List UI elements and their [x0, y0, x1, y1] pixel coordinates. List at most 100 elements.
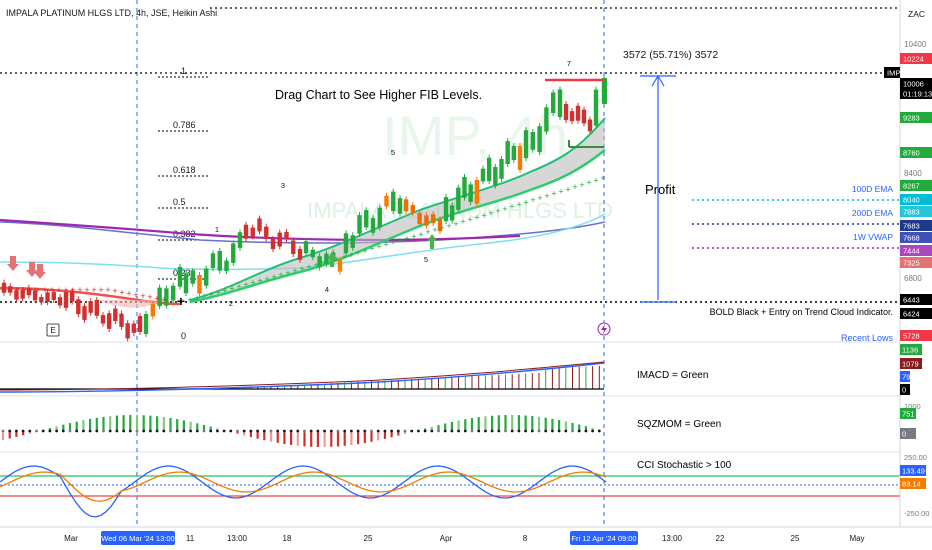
symbol-header[interactable]: IMPALA PLATINUM HLGS LTD, 4h, JSE, Heiki…	[6, 8, 217, 18]
imacd-badge[interactable]	[900, 371, 910, 382]
price-badge[interactable]	[900, 147, 932, 158]
candle-body[interactable]	[270, 238, 276, 250]
candle-body[interactable]	[343, 233, 349, 254]
earnings-marker[interactable]: E	[46, 323, 60, 337]
candle-body[interactable]	[468, 184, 473, 203]
candle-body[interactable]	[350, 235, 355, 248]
time-highlight-left[interactable]	[101, 531, 175, 545]
candle-body[interactable]	[204, 268, 209, 286]
candle-body[interactable]	[131, 323, 137, 333]
candle-body[interactable]	[14, 290, 19, 300]
price-badge[interactable]	[900, 112, 932, 123]
price-badge[interactable]	[900, 78, 932, 89]
candle-body[interactable]	[100, 315, 106, 324]
candle-body[interactable]	[51, 292, 56, 300]
candle-body[interactable]	[384, 195, 389, 207]
candle-body[interactable]	[257, 218, 262, 232]
candle-body[interactable]	[403, 199, 409, 212]
cci-badge[interactable]	[900, 465, 926, 476]
candle-body[interactable]	[291, 240, 296, 255]
candle-body[interactable]	[462, 176, 467, 198]
candle-body[interactable]	[587, 119, 593, 132]
candle-body[interactable]	[324, 253, 329, 264]
candle-body[interactable]	[177, 266, 183, 287]
candle-body[interactable]	[57, 297, 63, 306]
sqzmom-pane[interactable]	[1, 415, 601, 447]
candle-body[interactable]	[137, 316, 143, 332]
candle-body[interactable]	[486, 157, 492, 182]
candle-body[interactable]	[493, 167, 498, 186]
price-badge[interactable]	[884, 67, 900, 78]
candle-body[interactable]	[431, 214, 436, 224]
candle-body[interactable]	[143, 313, 149, 334]
lightning-icon[interactable]	[597, 322, 611, 336]
candle-body[interactable]	[310, 249, 315, 258]
candle-body[interactable]	[106, 313, 112, 329]
candle-body[interactable]	[397, 198, 403, 214]
candle-body[interactable]	[443, 197, 449, 222]
candle-body[interactable]	[424, 215, 429, 226]
cci-badge[interactable]	[900, 478, 926, 489]
candle-body[interactable]	[499, 159, 504, 179]
candle-body[interactable]	[370, 218, 376, 233]
sqz-badge[interactable]	[900, 428, 916, 439]
price-badge[interactable]	[900, 206, 932, 217]
candle-body[interactable]	[523, 130, 529, 159]
candle-body[interactable]	[224, 260, 229, 272]
candle-body[interactable]	[593, 89, 599, 126]
candle-body[interactable]	[517, 145, 523, 170]
candle-body[interactable]	[297, 248, 303, 260]
candles[interactable]	[1, 75, 607, 342]
candle-body[interactable]	[537, 126, 542, 153]
candle-body[interactable]	[45, 292, 50, 303]
candle-body[interactable]	[277, 232, 282, 247]
candle-body[interactable]	[449, 205, 455, 221]
candle-body[interactable]	[417, 212, 422, 225]
candle-body[interactable]	[391, 191, 396, 212]
candle-body[interactable]	[69, 291, 75, 302]
candle-body[interactable]	[303, 241, 309, 254]
price-badge[interactable]	[900, 88, 932, 99]
imacd-badge[interactable]	[900, 384, 910, 395]
price-axis[interactable]: 10400960084007600680010224IMP1000601:19:…	[884, 40, 932, 518]
candle-body[interactable]	[480, 168, 486, 182]
candle-body[interactable]	[563, 103, 569, 120]
candle-body[interactable]	[1, 282, 7, 293]
candle-body[interactable]	[8, 286, 13, 293]
candle-body[interactable]	[164, 288, 169, 306]
candle-body[interactable]	[569, 111, 575, 122]
candle-body[interactable]	[264, 226, 269, 239]
price-badge[interactable]	[900, 194, 932, 205]
price-badge[interactable]	[900, 180, 932, 191]
candle-body[interactable]	[63, 291, 69, 308]
candle-body[interactable]	[217, 250, 222, 271]
price-badge[interactable]	[900, 220, 932, 231]
candle-body[interactable]	[88, 301, 93, 313]
price-badge[interactable]	[900, 53, 932, 64]
candle-body[interactable]	[243, 224, 249, 239]
candle-body[interactable]	[150, 303, 155, 317]
imacd-badge[interactable]	[900, 344, 922, 355]
candle-body[interactable]	[575, 105, 581, 121]
candle-body[interactable]	[317, 256, 322, 268]
candle-body[interactable]	[250, 227, 255, 237]
candle-body[interactable]	[581, 109, 587, 124]
candle-body[interactable]	[157, 287, 162, 307]
candle-body[interactable]	[284, 231, 289, 240]
candle-body[interactable]	[119, 313, 124, 327]
price-badge[interactable]	[900, 257, 932, 268]
candle-body[interactable]	[377, 207, 382, 228]
cci-pane[interactable]	[0, 465, 900, 518]
candle-body[interactable]	[530, 132, 535, 150]
candle-body[interactable]	[511, 146, 517, 160]
candle-body-last[interactable]	[602, 78, 607, 104]
price-badge[interactable]	[900, 308, 932, 319]
candle-body[interactable]	[357, 215, 362, 234]
candle-body[interactable]	[210, 253, 216, 268]
candle-body[interactable]	[437, 219, 443, 232]
candle-body[interactable]	[544, 107, 549, 132]
candle-body[interactable]	[26, 287, 32, 296]
candle-body[interactable]	[364, 210, 369, 228]
candle-body[interactable]	[337, 259, 343, 272]
